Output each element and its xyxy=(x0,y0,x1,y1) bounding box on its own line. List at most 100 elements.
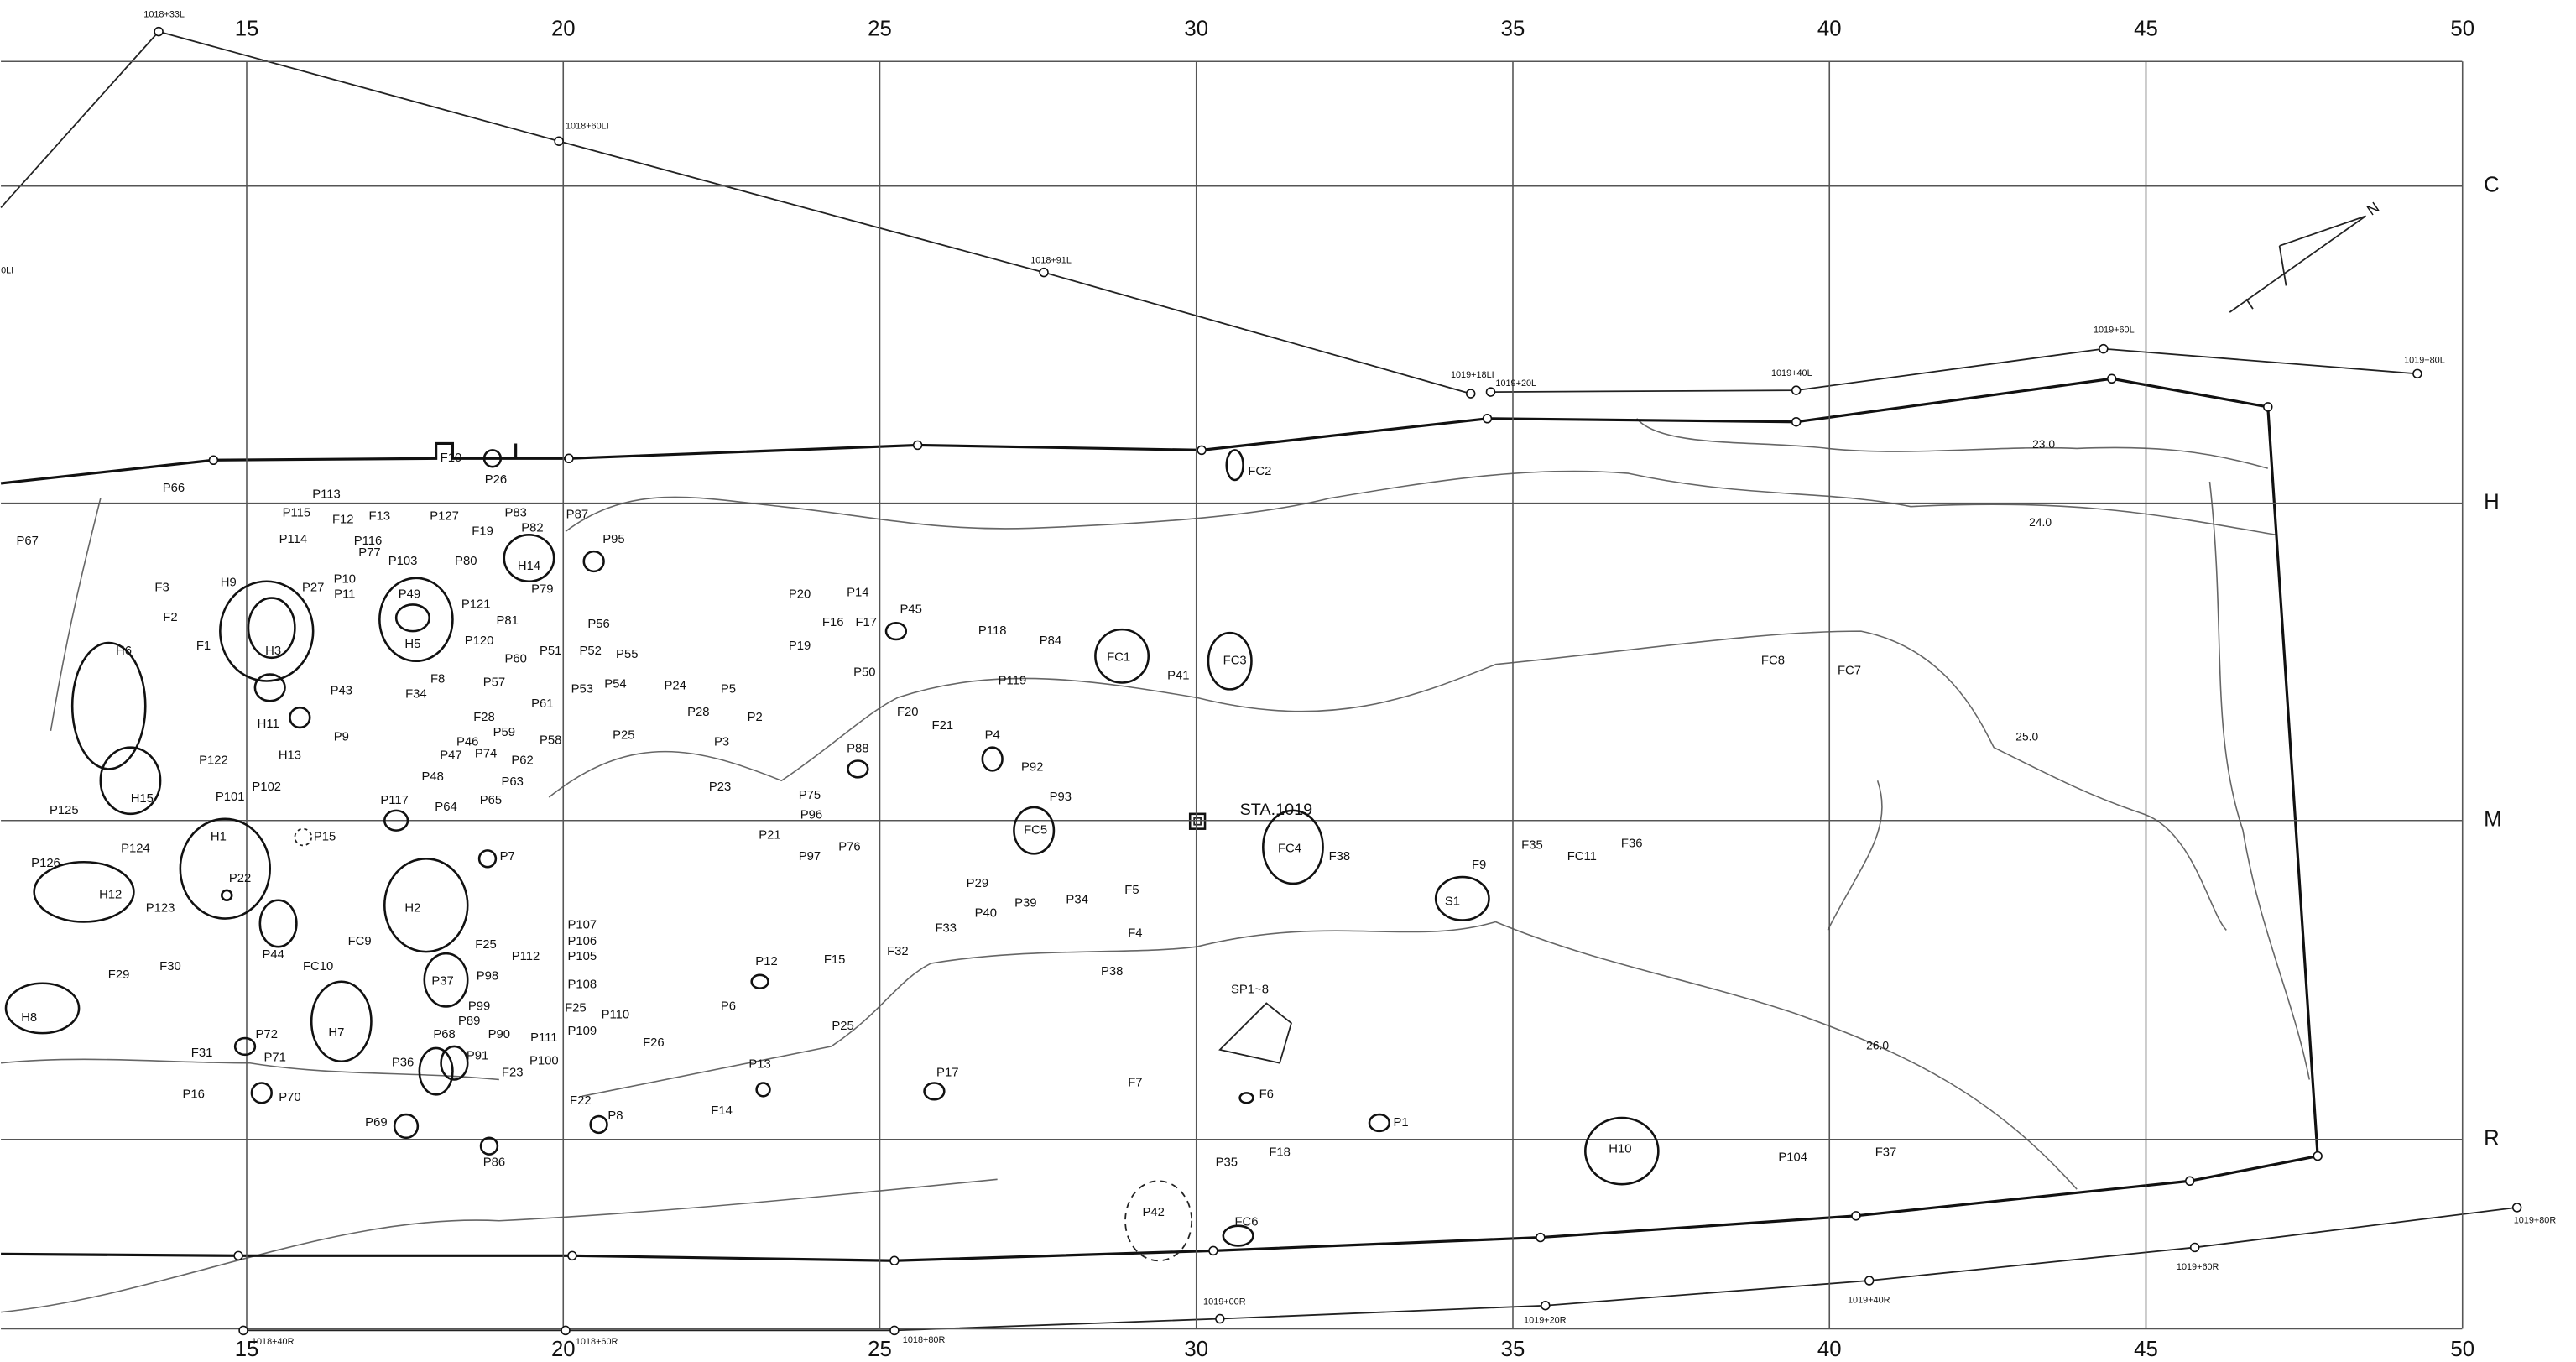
contour xyxy=(565,470,2276,536)
station-marker xyxy=(1193,817,1202,826)
feature-outline xyxy=(923,1082,946,1101)
feature-outline xyxy=(1368,1113,1391,1133)
feature-label: H5 xyxy=(404,638,420,651)
feature-label: P65 xyxy=(480,794,502,807)
feature-outline xyxy=(1094,628,1150,684)
feature-outline xyxy=(1238,1092,1254,1104)
feature-label: P8 xyxy=(607,1109,623,1123)
feature-label: P3 xyxy=(714,736,729,749)
feature-label: P25 xyxy=(613,729,634,743)
station-label: 1019+20L xyxy=(1495,378,1536,389)
column-label: 45 xyxy=(2134,17,2158,40)
feature-label: FC5 xyxy=(1024,824,1047,838)
feature-label: P21 xyxy=(759,828,780,842)
station-point xyxy=(1039,267,1049,278)
feature-label: H11 xyxy=(258,718,279,731)
contour-label: 26.0 xyxy=(1866,1039,1889,1052)
feature-label: H8 xyxy=(21,1011,37,1025)
feature-outline xyxy=(418,1046,454,1096)
column-label: 30 xyxy=(1184,1338,1208,1361)
feature-label: F15 xyxy=(824,953,846,967)
feature-label: P61 xyxy=(531,697,553,711)
column-label: 35 xyxy=(1501,17,1525,40)
feature-label: P115 xyxy=(283,507,311,520)
feature-label: FC1 xyxy=(1107,651,1130,665)
feature-label: P63 xyxy=(501,775,523,789)
feature-outline xyxy=(383,809,409,832)
feature-label: H2 xyxy=(404,902,420,916)
feature-label: P35 xyxy=(1216,1156,1238,1169)
feature-label: P50 xyxy=(853,666,875,680)
feature-label: P16 xyxy=(182,1088,204,1101)
feature-label: P88 xyxy=(847,743,868,756)
survey-line xyxy=(243,1207,2517,1332)
feature-label: P81 xyxy=(497,614,519,628)
column-label: 25 xyxy=(868,1338,892,1361)
feature-outline xyxy=(503,534,555,583)
feature-outline xyxy=(847,759,869,779)
feature-label: P86 xyxy=(483,1156,505,1169)
feature-label: F8 xyxy=(430,672,445,686)
feature-label: FC3 xyxy=(1223,655,1247,668)
feature-label: P99 xyxy=(468,999,490,1013)
station-label: 1019+80R xyxy=(2514,1216,2557,1226)
feature-label: F3 xyxy=(154,582,169,595)
feature-label: P45 xyxy=(900,603,922,616)
feature-label: P43 xyxy=(331,684,352,697)
station-point xyxy=(1465,389,1476,399)
feature-outline xyxy=(383,857,469,953)
north-arrow xyxy=(2229,215,2367,313)
station-point xyxy=(1215,1313,1225,1324)
feature-label: F29 xyxy=(108,968,130,982)
feature-label: P36 xyxy=(392,1057,414,1070)
feature-label: P64 xyxy=(435,801,456,814)
contour xyxy=(1827,780,1883,931)
feature-label: H15 xyxy=(131,792,154,806)
feature-label: F38 xyxy=(1329,850,1351,864)
station-point xyxy=(1485,387,1496,397)
feature-label: P26 xyxy=(485,473,507,487)
feature-label: F2 xyxy=(163,611,177,624)
feature-label: F18 xyxy=(1269,1146,1291,1160)
feature-label: H6 xyxy=(116,644,132,658)
contour xyxy=(0,1178,998,1313)
feature-label: P80 xyxy=(455,555,477,568)
feature-label: H13 xyxy=(279,749,301,762)
feature-label: P103 xyxy=(388,555,418,568)
feature-label: P109 xyxy=(567,1025,597,1038)
feature-label: F5 xyxy=(1124,884,1139,897)
column-label: 30 xyxy=(1184,17,1208,40)
feature-outline xyxy=(755,1082,771,1098)
feature-label: P118 xyxy=(978,624,1007,638)
feature-label: P38 xyxy=(1101,965,1123,978)
feature-label: F34 xyxy=(405,687,427,701)
station-label: 1019+00R xyxy=(1203,1297,1246,1307)
feature-label: P74 xyxy=(475,748,497,761)
feature-label: P14 xyxy=(847,587,868,600)
contour xyxy=(0,1058,499,1081)
contour-label: 24.0 xyxy=(2029,515,2052,529)
feature-label: P9 xyxy=(334,731,349,744)
feature-label: FC7 xyxy=(1838,665,1861,678)
feature-outline xyxy=(482,449,503,468)
boundary-point xyxy=(912,440,923,451)
column-label: 15 xyxy=(235,1338,259,1361)
feature-label: P24 xyxy=(664,679,686,692)
station-point xyxy=(561,1325,571,1336)
feature-label: P42 xyxy=(1142,1206,1164,1219)
feature-label: FC11 xyxy=(1567,850,1597,864)
feature-label: P126 xyxy=(31,857,60,870)
feature-label: F20 xyxy=(897,706,919,719)
feature-label: P67 xyxy=(17,535,39,548)
feature-label: P107 xyxy=(567,918,597,931)
row-label: M xyxy=(2484,808,2501,832)
feature-label: H7 xyxy=(328,1026,344,1040)
feature-label: P62 xyxy=(511,754,533,767)
feature-label: P104 xyxy=(1778,1151,1807,1164)
feature-label: P17 xyxy=(936,1067,958,1080)
feature-outline xyxy=(1013,806,1056,855)
feature-label: F9 xyxy=(1472,858,1486,872)
contour xyxy=(50,498,102,732)
feature-label: P34 xyxy=(1066,894,1087,907)
column-label: 20 xyxy=(551,17,576,40)
